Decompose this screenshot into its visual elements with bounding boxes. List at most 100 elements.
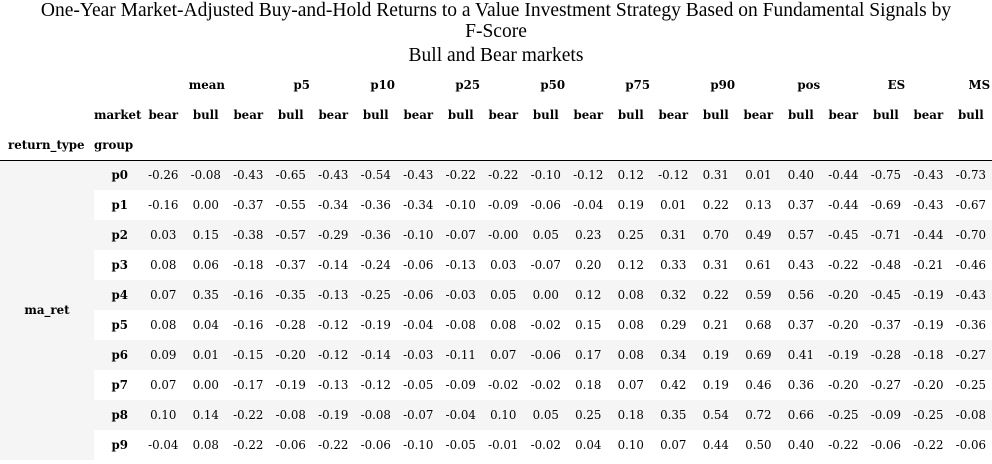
value-cell: 0.19 xyxy=(617,198,644,212)
market-header: bear xyxy=(828,108,859,122)
table-row: p3 0.08 0.06 -0.18 -0.37 -0.14 -0.24 -0.06 -0.13… xyxy=(0,250,992,280)
value-cell: -0.28 xyxy=(275,318,306,332)
value-cell: 0.08 xyxy=(150,318,177,332)
table-row: p1 -0.16 0.00 -0.37 -0.55 -0.34 -0.36 -0.34 -0.1… xyxy=(0,190,992,220)
value-cell: 0.66 xyxy=(779,400,823,430)
value-cell: -0.26 xyxy=(142,160,185,190)
value-cell: -0.36 xyxy=(354,220,398,250)
group-cell: p9 xyxy=(111,438,128,452)
value-cell: -0.35 xyxy=(269,280,312,310)
value-cell: 0.43 xyxy=(787,258,814,272)
value-cell: -0.45 xyxy=(864,280,908,310)
value-cell: -0.14 xyxy=(318,258,349,272)
value-cell: -0.37 xyxy=(275,258,306,272)
value-cell: -0.07 xyxy=(530,258,561,272)
value-cell: -0.43 xyxy=(913,198,944,212)
value-cell: -0.25 xyxy=(354,280,398,310)
metric-header: p5 xyxy=(293,78,310,92)
value-cell: -0.44 xyxy=(907,220,950,250)
value-cell: -0.08 xyxy=(269,400,312,430)
value-cell: 0.42 xyxy=(660,378,687,392)
value-cell: 0.05 xyxy=(482,280,525,310)
value-cell: -0.10 xyxy=(524,160,568,190)
table-row: p8 0.10 0.14 -0.22 -0.08 -0.19 -0.08 -0.07 -0.04… xyxy=(0,400,992,430)
value-cell: -0.22 xyxy=(913,438,944,452)
group-cell: p0 xyxy=(94,160,142,190)
value-cell: -0.14 xyxy=(354,340,398,370)
table-row: p5 0.08 0.04 -0.16 -0.28 -0.12 -0.19 -0.04 -0.08… xyxy=(0,310,992,340)
value-cell: -0.43 xyxy=(907,160,950,190)
value-cell: 0.22 xyxy=(702,198,729,212)
value-cell: -0.18 xyxy=(907,340,950,370)
group-cell: p5 xyxy=(111,318,128,332)
metric-header: p25 xyxy=(455,78,481,92)
value-cell: 0.31 xyxy=(702,258,729,272)
metric-header: MS xyxy=(968,78,991,92)
value-cell: 0.35 xyxy=(652,400,695,430)
market-header: bear xyxy=(233,108,264,122)
value-cell: -0.38 xyxy=(227,220,270,250)
group-cell: p1 xyxy=(111,198,128,212)
value-cell: -0.08 xyxy=(445,318,476,332)
value-cell: 0.32 xyxy=(652,280,695,310)
value-cell: 0.01 xyxy=(184,340,227,370)
market-header: bull xyxy=(872,108,899,122)
value-cell: -0.71 xyxy=(864,220,908,250)
value-cell: -0.05 xyxy=(445,438,476,452)
value-cell: -0.65 xyxy=(269,160,312,190)
value-cell: 0.08 xyxy=(609,280,653,310)
value-cell: -0.45 xyxy=(822,220,865,250)
value-cell: 0.29 xyxy=(660,318,687,332)
value-cell: -0.55 xyxy=(275,198,306,212)
table-row: p9 -0.04 0.08 -0.22 -0.06 -0.22 -0.06 -0.10 -0.0… xyxy=(0,430,992,460)
value-cell: -0.00 xyxy=(482,220,525,250)
blank-header-cell xyxy=(0,70,94,100)
metric-header: ES xyxy=(887,78,906,92)
value-cell: -0.70 xyxy=(949,220,992,250)
value-cell: 0.61 xyxy=(745,258,772,272)
market-header: bear xyxy=(743,108,774,122)
metric-header: p10 xyxy=(370,78,396,92)
value-cell: -0.20 xyxy=(822,280,865,310)
value-cell: -0.06 xyxy=(360,438,391,452)
value-cell: 0.33 xyxy=(660,258,687,272)
value-cell: -0.25 xyxy=(907,400,950,430)
table-subtitle: Bull and Bear markets xyxy=(408,45,584,66)
value-cell: 0.40 xyxy=(779,160,823,190)
value-cell: 0.18 xyxy=(575,378,602,392)
value-cell: 0.19 xyxy=(694,340,738,370)
value-cell: 0.17 xyxy=(567,340,610,370)
value-cell: 0.12 xyxy=(567,280,610,310)
value-cell: 0.01 xyxy=(660,198,687,212)
results-table: mean p5 p10 p25 p50 p75 p90 pos ES MS ma… xyxy=(0,70,992,460)
value-cell: -0.57 xyxy=(269,220,312,250)
value-cell: -0.06 xyxy=(397,280,440,310)
value-cell: 0.03 xyxy=(142,220,185,250)
value-cell: -0.10 xyxy=(403,438,434,452)
value-cell: -0.06 xyxy=(403,258,434,272)
market-header: bear xyxy=(148,108,179,122)
value-cell: -0.29 xyxy=(312,220,355,250)
group-label: group xyxy=(94,137,134,152)
value-cell: -0.22 xyxy=(828,438,859,452)
value-cell: 0.35 xyxy=(184,280,227,310)
value-cell: 0.59 xyxy=(737,280,780,310)
value-cell: 0.49 xyxy=(737,220,780,250)
value-cell: -0.36 xyxy=(955,318,986,332)
value-cell: -0.19 xyxy=(312,400,355,430)
value-cell: -0.34 xyxy=(318,198,349,212)
value-cell: 0.25 xyxy=(609,220,653,250)
table-row: ma_ret p0 -0.26 -0.08 -0.43 -0.65 -0.43 -0.54 -0… xyxy=(0,160,992,460)
value-cell: -0.27 xyxy=(870,378,901,392)
value-cell: 0.44 xyxy=(702,438,729,452)
value-cell: 0.68 xyxy=(745,318,772,332)
value-cell: -0.19 xyxy=(913,318,944,332)
value-cell: -0.37 xyxy=(233,198,264,212)
value-cell: -0.02 xyxy=(530,378,561,392)
value-cell: -0.12 xyxy=(652,160,695,190)
value-cell: -0.22 xyxy=(227,400,270,430)
value-cell: -0.22 xyxy=(439,160,483,190)
value-cell: -0.08 xyxy=(354,400,398,430)
value-cell: 0.00 xyxy=(524,280,568,310)
table-header: mean p5 p10 p25 p50 p75 p90 pos ES MS ma… xyxy=(0,70,992,160)
